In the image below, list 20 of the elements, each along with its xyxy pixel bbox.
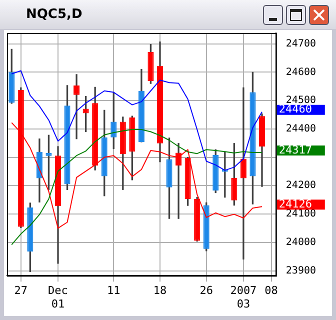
x-tick-label: 18 — [153, 284, 167, 298]
data-label: 24126 — [278, 198, 312, 211]
y-tick-label: 24100 — [286, 208, 316, 220]
y-tick-label: 24000 — [286, 236, 316, 248]
x-tick-label: 27 — [14, 284, 28, 298]
x-tick-label: 2007 03 — [230, 284, 257, 310]
y-tick-label: 23900 — [286, 265, 316, 276]
y-tick-label: 24200 — [286, 180, 316, 192]
data-label: 24317 — [278, 143, 312, 156]
y-tick-label: 24600 — [286, 66, 316, 78]
x-tick-label: 08 — [264, 284, 278, 298]
chart-title: NQC5,D — [26, 7, 82, 22]
y-tick-label: 24400 — [286, 124, 316, 134]
x-tick-label: 26 — [200, 284, 213, 298]
x-tick-label: 11 — [107, 284, 120, 298]
candlestick — [176, 143, 182, 219]
x-tick-label: Dec 01 — [48, 284, 68, 310]
y-tick-label: 24700 — [286, 38, 316, 50]
candlestick — [74, 74, 80, 140]
data-label: 24460 — [278, 102, 312, 116]
